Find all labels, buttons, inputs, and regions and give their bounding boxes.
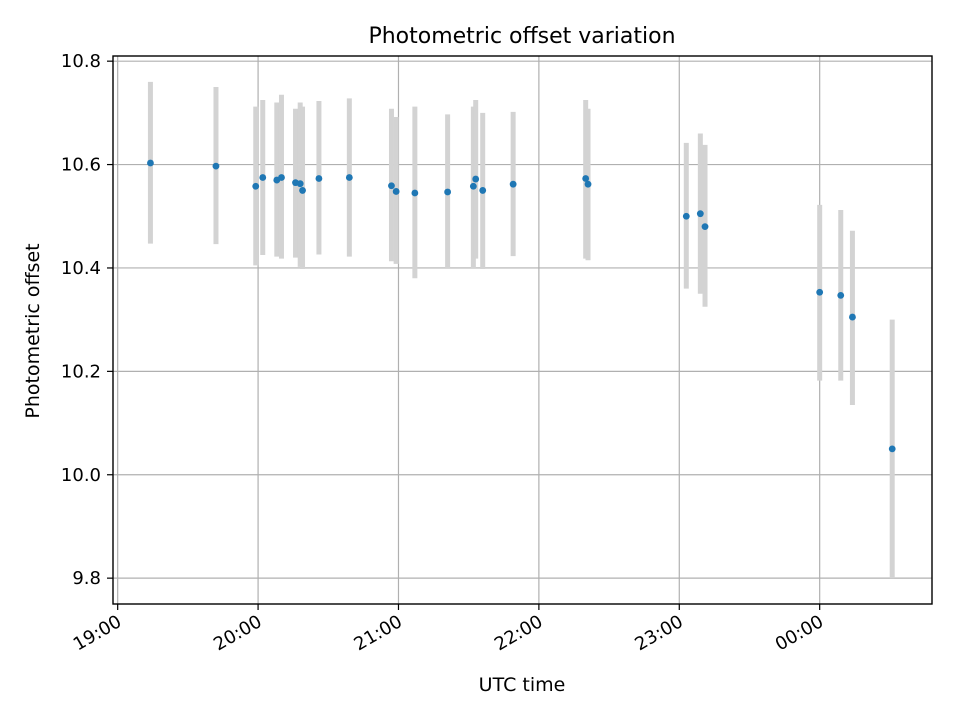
x-axis-label: UTC time — [479, 674, 566, 696]
data-point — [212, 162, 220, 170]
data-point — [888, 445, 896, 453]
data-point — [296, 180, 304, 188]
data-point — [392, 188, 400, 195]
data-point — [816, 288, 824, 296]
data-point — [259, 174, 267, 181]
y-axis-label: Photometric offset — [22, 243, 44, 418]
data-point — [411, 189, 419, 197]
y-tick-label: 9.8 — [72, 568, 101, 589]
data-points — [147, 159, 896, 453]
y-axis: 9.8 10.0 10.2 10.4 10.6 10.8 — [61, 51, 113, 589]
y-tick-label: 10.0 — [61, 465, 101, 486]
plot-frame — [112, 55, 933, 605]
data-point — [388, 182, 395, 190]
data-point — [682, 212, 690, 220]
data-point — [837, 291, 845, 299]
data-point — [472, 175, 480, 183]
y-tick-label: 10.6 — [61, 155, 101, 176]
data-point — [345, 174, 353, 181]
data-point — [509, 180, 517, 188]
data-point — [252, 182, 260, 190]
data-point — [147, 159, 154, 167]
data-point — [701, 223, 709, 231]
data-point — [479, 187, 487, 194]
y-tick-label: 10.4 — [61, 258, 101, 279]
data-point — [299, 187, 306, 194]
data-point — [584, 180, 592, 188]
y-tick-label: 10.2 — [61, 361, 101, 382]
data-point — [278, 174, 285, 181]
data-point — [469, 182, 477, 190]
data-point — [582, 175, 590, 182]
data-point — [696, 210, 704, 218]
y-tick-label: 10.8 — [61, 51, 101, 72]
data-point — [849, 313, 856, 321]
chart-title: Photometric offset variation — [368, 24, 675, 49]
data-point — [315, 175, 323, 182]
data-point — [444, 188, 452, 196]
